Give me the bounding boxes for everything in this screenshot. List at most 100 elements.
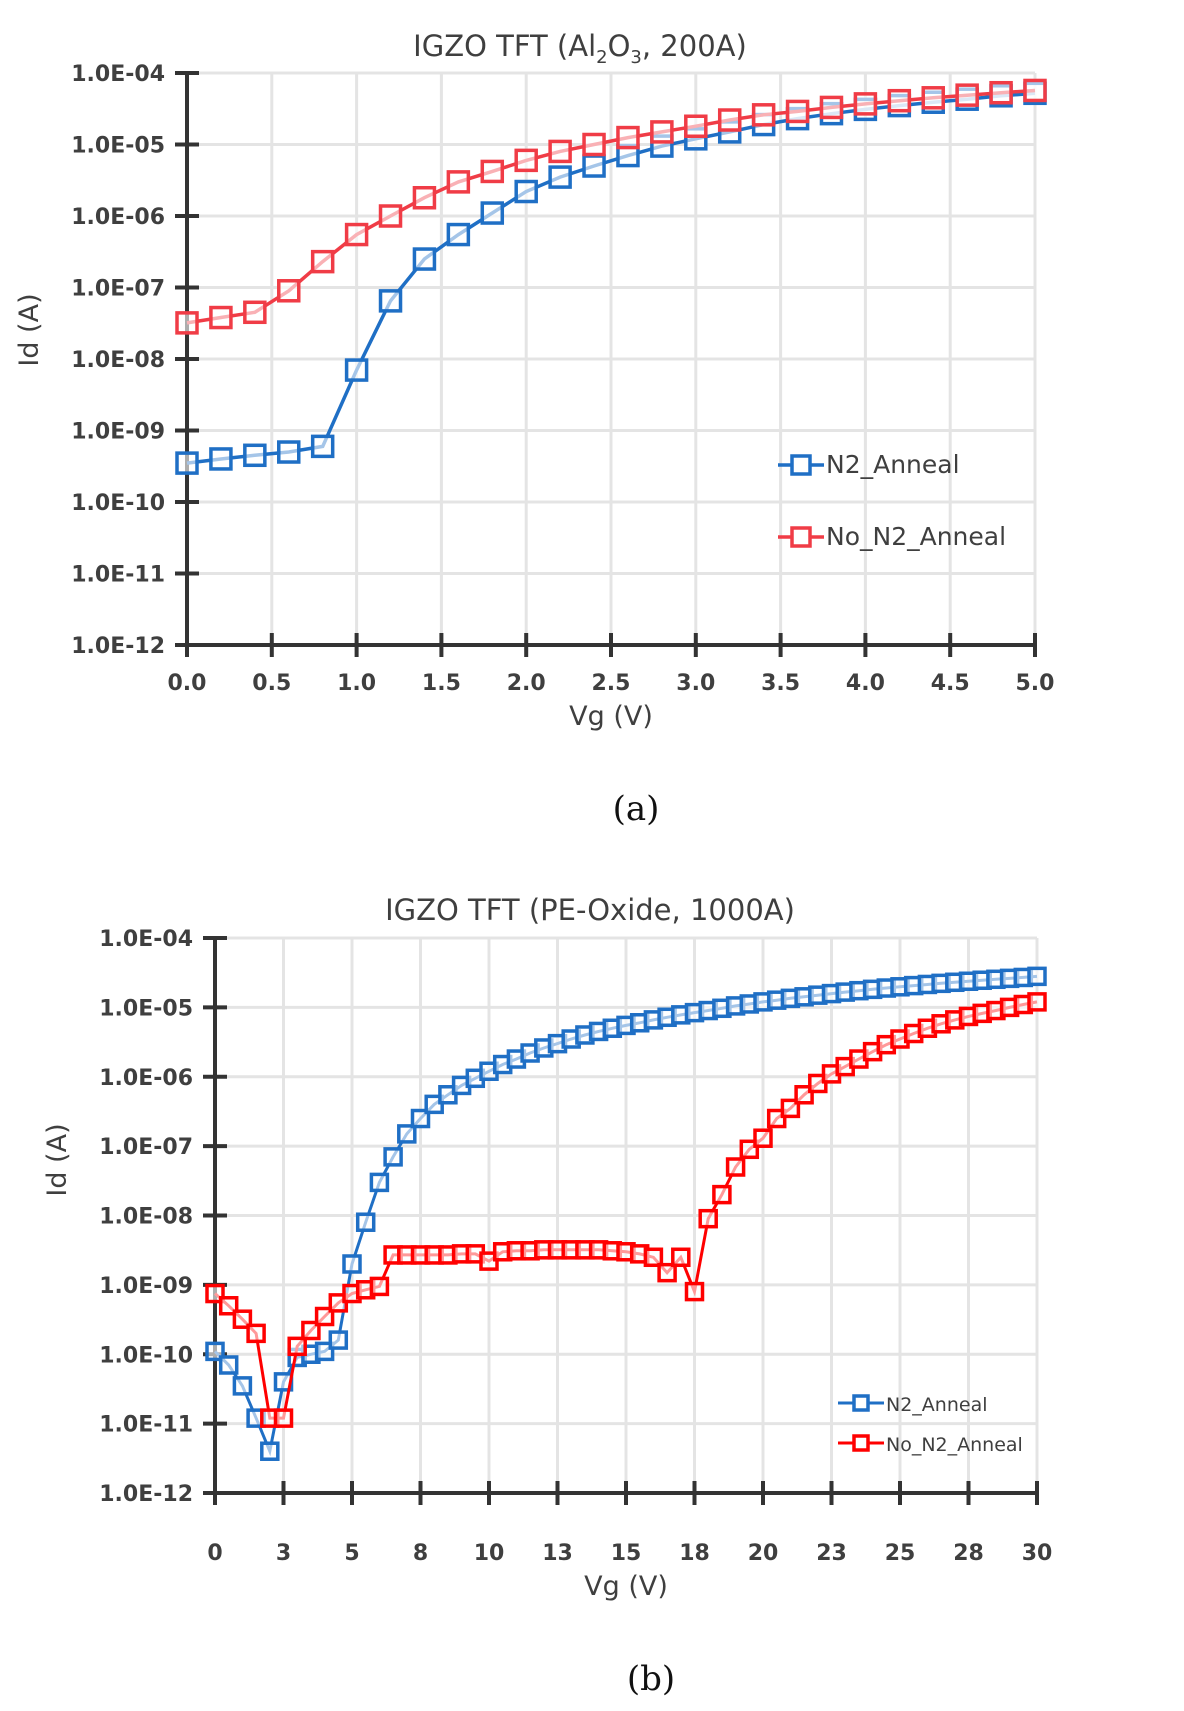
data-point: [277, 279, 301, 303]
data-point: [514, 148, 538, 173]
data-point: [753, 1128, 773, 1148]
data-point: [480, 201, 505, 225]
data-point: [921, 86, 945, 110]
x-tick-label: 5.0: [1016, 671, 1055, 696]
title-part: 2: [596, 47, 607, 68]
x-tick-label: 0.0: [168, 671, 207, 696]
data-point: [209, 447, 233, 471]
x-tick-label: 3.0: [676, 671, 715, 696]
y-tick-label: 1.0E-04: [71, 62, 165, 87]
x-tick-label: 3: [276, 1541, 291, 1566]
data-point: [218, 1355, 239, 1375]
data-point: [650, 120, 674, 144]
data-point: [412, 247, 437, 271]
title-part: , 200A): [642, 29, 747, 63]
chart-b: 1.0E-04 1.0E-05 1.0E-06 1.0E-07 1.0E-08 1.0E-…: [42, 893, 1052, 1699]
y-tick-label: 1.0E-09: [99, 1274, 193, 1299]
x-tick-label: 30: [1022, 1541, 1053, 1566]
x-tick-label: 4.5: [931, 671, 970, 696]
x-tick-label: 0.5: [252, 671, 291, 696]
legend-marker-icon: [852, 1434, 870, 1452]
x-tick-label: 2.5: [592, 671, 631, 696]
data-point: [273, 1408, 294, 1428]
chart-title: IGZO TFT (PE-Oxide, 1000A): [385, 893, 795, 927]
data-point: [887, 88, 912, 113]
figure-caption: (b): [627, 1659, 675, 1699]
chart-title: IGZO TFT (Al2O3, 200A): [413, 29, 747, 68]
x-tick-label: 18: [679, 1541, 710, 1566]
data-point: [378, 204, 403, 228]
y-tick-label: 1.0E-12: [71, 634, 165, 659]
data-point: [548, 165, 572, 189]
data-point: [344, 358, 369, 382]
y-tick-label: 1.0E-10: [71, 491, 165, 516]
data-point: [310, 434, 335, 459]
x-axis-label: Vg (V): [584, 1571, 668, 1602]
data-point: [277, 440, 301, 464]
title-part: O: [608, 29, 631, 63]
gridlines: [187, 71, 1037, 645]
y-tick-label: 1.0E-07: [99, 1135, 193, 1160]
data-point: [657, 1262, 677, 1283]
data-point: [355, 1212, 376, 1232]
data-point: [287, 1336, 307, 1357]
data-point: [344, 222, 369, 247]
y-tick-label: 1.0E-05: [99, 996, 193, 1021]
chart-a: 1.0E-04 1.0E-05 1.0E-06 1.0E-07 1.0E-08 1.0E-…: [14, 29, 1054, 829]
x-tick-label: 2.0: [507, 671, 546, 696]
data-point: [698, 1208, 718, 1229]
legend-entry: N2_Anneal: [838, 1394, 988, 1416]
x-tick-label: 20: [748, 1541, 779, 1566]
data-point: [246, 1323, 266, 1344]
legend-marker-icon: [852, 1394, 870, 1412]
title-part: IGZO TFT (Al: [413, 29, 596, 63]
y-tick-label: 1.0E-08: [99, 1205, 193, 1230]
data-point: [301, 1320, 321, 1341]
data-point: [955, 83, 979, 107]
figure-caption: (a): [613, 789, 660, 829]
legend-entry: N2_Anneal: [778, 450, 960, 479]
series-no-n2-anneal: [175, 78, 1047, 335]
data-point: [616, 125, 640, 150]
x-tick-label: 13: [542, 1541, 573, 1566]
data-point: [369, 1276, 390, 1297]
data-point: [310, 249, 335, 274]
data-point: [643, 1247, 664, 1268]
data-point: [232, 1376, 253, 1396]
data-point: [582, 132, 606, 157]
y-tick-label: 1.0E-06: [99, 1066, 193, 1091]
y-axis-label: Id (A): [14, 293, 45, 366]
x-tick-label: 3.5: [761, 671, 800, 696]
data-point: [514, 179, 538, 204]
x-tick-label: 25: [885, 1541, 916, 1566]
y-tick-label: 1.0E-06: [71, 205, 165, 230]
legend-entry: No_N2_Anneal: [778, 522, 1006, 551]
x-tick-label: 15: [611, 1541, 642, 1566]
data-point: [232, 1309, 253, 1329]
y-tick-label: 1.0E-04: [99, 927, 193, 952]
data-point: [671, 1247, 691, 1268]
data-point: [684, 1281, 705, 1302]
data-point: [785, 99, 810, 124]
x-tick-label: 5: [344, 1541, 359, 1566]
data-point: [1027, 966, 1047, 987]
legend-label: No_N2_Anneal: [826, 522, 1006, 551]
legend-entry: No_N2_Anneal: [838, 1434, 1023, 1456]
data-point: [480, 159, 505, 184]
y-tick-label: 1.0E-09: [71, 420, 165, 445]
data-point: [378, 289, 403, 313]
data-point: [1027, 992, 1047, 1012]
legend-marker-icon: [790, 454, 812, 476]
data-point: [548, 139, 572, 164]
legend-marker-icon: [790, 526, 812, 548]
data-point: [209, 305, 233, 330]
y-tick-label: 1.0E-11: [99, 1413, 193, 1438]
x-tick-label: 10: [474, 1541, 505, 1566]
x-tick-label: 23: [816, 1541, 847, 1566]
title-part: 3: [630, 47, 641, 68]
x-tick-label: 28: [953, 1541, 984, 1566]
data-point: [853, 92, 878, 116]
data-point: [328, 1330, 349, 1350]
legend-label: N2_Anneal: [826, 450, 960, 479]
